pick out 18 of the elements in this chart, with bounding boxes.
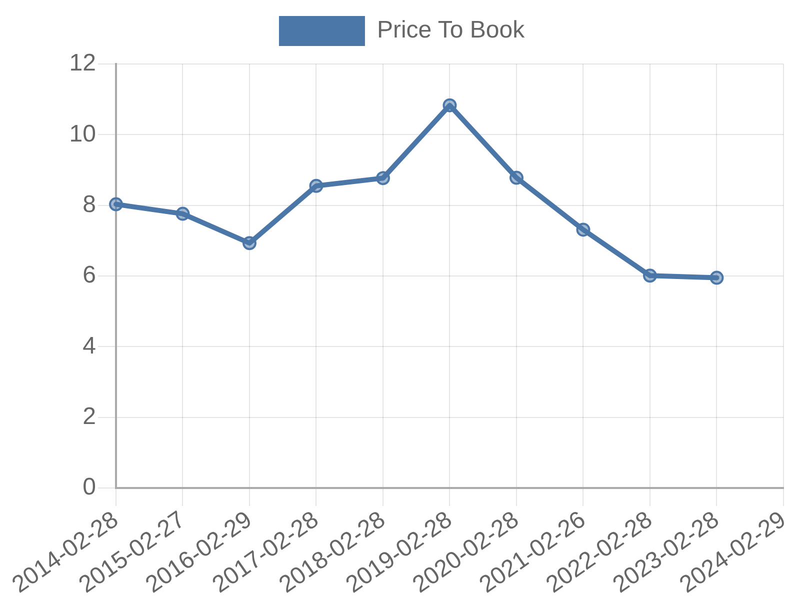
point bbox=[376, 171, 390, 186]
y-tick-label: 2 bbox=[82, 402, 96, 430]
point bbox=[109, 197, 123, 212]
y-tick-label: 8 bbox=[82, 190, 96, 218]
point bbox=[710, 270, 724, 285]
point bbox=[442, 98, 457, 112]
y-tick-label: 0 bbox=[82, 474, 96, 501]
point bbox=[176, 206, 190, 221]
y-tick-label: 4 bbox=[82, 332, 96, 360]
y-tick-label: 6 bbox=[82, 262, 96, 289]
point bbox=[576, 222, 590, 237]
point bbox=[509, 170, 524, 185]
point bbox=[642, 268, 657, 283]
y-tick-label: 10 bbox=[69, 120, 96, 148]
legend-label: Price To Book bbox=[376, 16, 526, 44]
y-tick-label: 12 bbox=[69, 50, 96, 77]
point bbox=[242, 236, 256, 250]
point bbox=[309, 178, 324, 193]
